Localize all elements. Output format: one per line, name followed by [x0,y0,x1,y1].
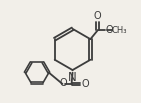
Text: O: O [82,79,89,89]
Text: O: O [94,11,101,21]
Text: N: N [68,71,77,84]
Text: O: O [60,78,68,88]
Text: CH₃: CH₃ [112,26,127,35]
Text: O: O [106,25,113,35]
